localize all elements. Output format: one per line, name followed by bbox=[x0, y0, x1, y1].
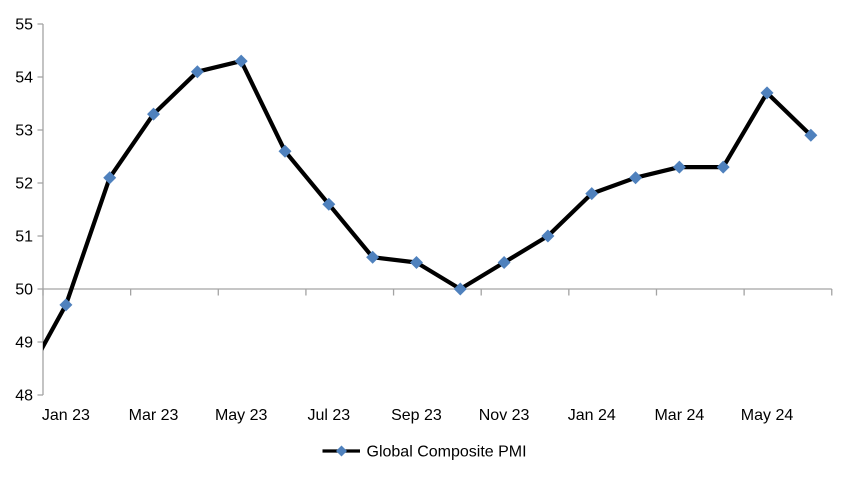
data-point-marker bbox=[716, 160, 730, 174]
x-axis-label: Sep 23 bbox=[391, 407, 442, 424]
data-point-marker bbox=[497, 256, 511, 269]
data-point-marker bbox=[234, 54, 248, 68]
data-point-marker bbox=[760, 86, 774, 100]
x-axis-label: May 23 bbox=[215, 407, 268, 424]
data-point-marker bbox=[366, 250, 380, 264]
x-axis-label: Mar 24 bbox=[654, 407, 704, 424]
x-axis-label: May 24 bbox=[741, 407, 794, 424]
data-point-marker bbox=[59, 298, 73, 312]
data-point-marker bbox=[453, 282, 467, 296]
series-group bbox=[43, 58, 813, 351]
axes-group: 55 54 53 52 51 50 49 48 Jan 23 Mar 23 May 23 Jul 23… bbox=[15, 17, 833, 424]
data-point-marker bbox=[278, 144, 292, 158]
data-point-marker bbox=[629, 171, 643, 185]
y-axis-label: 54 bbox=[15, 70, 33, 87]
data-point-marker bbox=[322, 197, 336, 211]
data-point-marker bbox=[103, 171, 117, 185]
data-point-marker bbox=[190, 65, 204, 79]
y-axis-label: 55 bbox=[15, 17, 33, 34]
x-axis-label: Nov 23 bbox=[479, 407, 530, 424]
pmi-series-line bbox=[43, 58, 813, 351]
x-axis-label: Jul 23 bbox=[307, 407, 350, 424]
data-point-marker bbox=[541, 229, 555, 243]
markers-group bbox=[59, 54, 818, 312]
data-point-marker bbox=[409, 256, 423, 269]
data-point-marker bbox=[804, 128, 818, 142]
x-axis-label: Jan 24 bbox=[568, 407, 616, 424]
x-axis-label: Mar 23 bbox=[129, 407, 179, 424]
chart-legend: Global Composite PMI bbox=[322, 444, 527, 461]
legend-label: Global Composite PMI bbox=[367, 444, 527, 461]
legend-diamond-marker-icon bbox=[336, 445, 347, 457]
y-axis-label: 51 bbox=[15, 229, 33, 246]
y-axis-label: 50 bbox=[15, 282, 33, 299]
y-axis-label: 53 bbox=[15, 123, 33, 140]
y-axis-label: 52 bbox=[15, 176, 33, 193]
y-axis-label: 48 bbox=[15, 388, 33, 405]
y-axis-label: 49 bbox=[15, 335, 33, 352]
data-point-marker bbox=[147, 107, 161, 121]
data-point-marker bbox=[672, 160, 686, 174]
data-point-marker bbox=[585, 187, 599, 201]
x-axis-label: Jan 23 bbox=[42, 407, 90, 424]
